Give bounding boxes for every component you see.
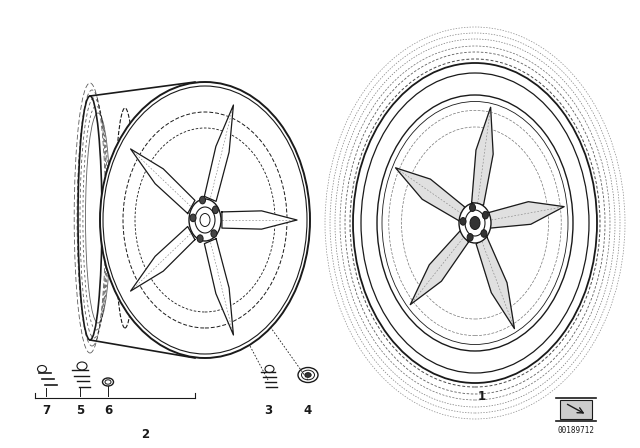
Ellipse shape	[189, 199, 221, 241]
Polygon shape	[131, 149, 195, 214]
Ellipse shape	[100, 82, 310, 358]
Text: 7: 7	[42, 404, 50, 417]
FancyBboxPatch shape	[560, 400, 592, 419]
Text: 1: 1	[478, 389, 486, 402]
Ellipse shape	[211, 230, 217, 237]
Ellipse shape	[353, 63, 597, 383]
Ellipse shape	[467, 233, 473, 241]
Ellipse shape	[470, 204, 476, 211]
Polygon shape	[396, 168, 465, 221]
Ellipse shape	[197, 235, 203, 242]
Text: 2: 2	[141, 427, 149, 440]
Ellipse shape	[305, 373, 311, 377]
Text: 00189712: 00189712	[557, 426, 595, 435]
Ellipse shape	[460, 218, 466, 225]
Polygon shape	[222, 211, 297, 229]
Polygon shape	[489, 202, 564, 228]
Polygon shape	[131, 227, 195, 291]
Ellipse shape	[190, 214, 196, 222]
Ellipse shape	[459, 203, 491, 243]
Text: 5: 5	[76, 404, 84, 417]
Polygon shape	[204, 105, 234, 201]
Ellipse shape	[200, 196, 205, 204]
Polygon shape	[204, 239, 234, 335]
Polygon shape	[476, 237, 515, 329]
Polygon shape	[472, 107, 493, 205]
Ellipse shape	[377, 95, 573, 351]
Ellipse shape	[483, 211, 488, 219]
Polygon shape	[410, 231, 468, 305]
Ellipse shape	[212, 206, 218, 214]
Text: 3: 3	[264, 404, 272, 417]
Text: 6: 6	[104, 404, 112, 417]
Ellipse shape	[481, 230, 487, 237]
Ellipse shape	[470, 216, 480, 229]
Text: 4: 4	[304, 404, 312, 417]
